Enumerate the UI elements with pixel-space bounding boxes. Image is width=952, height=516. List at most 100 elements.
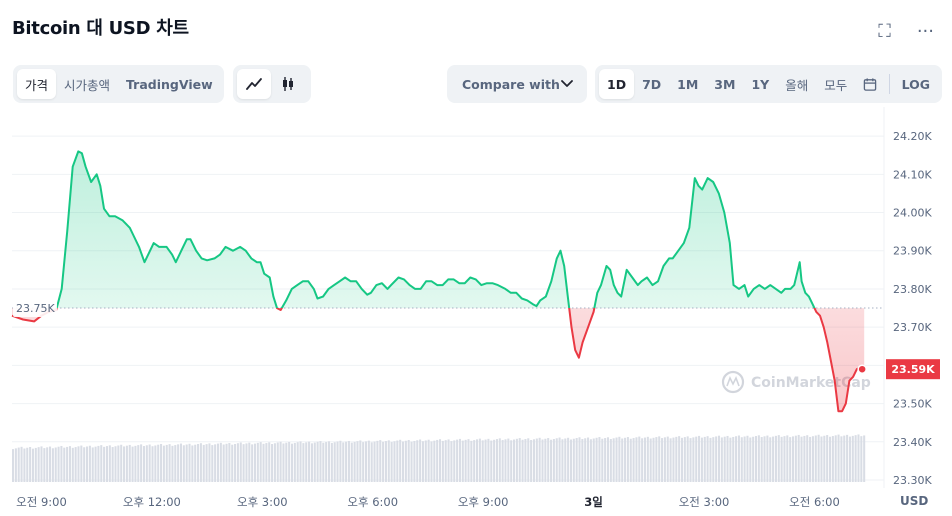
volume-bar — [34, 447, 37, 482]
range-all[interactable]: 모두 — [824, 77, 848, 93]
volume-bar — [592, 438, 595, 482]
range-1m[interactable]: 1M — [677, 76, 699, 92]
volume-bar — [646, 436, 649, 482]
volume-bar — [831, 436, 834, 482]
volume-bar — [846, 434, 849, 482]
volume-bar — [265, 443, 268, 482]
volume-bar — [199, 443, 202, 482]
volume-bar — [83, 447, 86, 482]
volume-bar — [305, 442, 308, 482]
volume-bar — [769, 437, 772, 482]
volume-bar — [46, 447, 49, 482]
volume-bar — [552, 439, 555, 482]
volume-bar — [524, 439, 527, 482]
volume-bar — [692, 437, 695, 482]
range-1d[interactable]: 1D — [599, 69, 635, 99]
volume-bar — [766, 435, 769, 482]
volume-bar — [26, 447, 29, 482]
x-tick-label: 3일 — [584, 495, 603, 509]
volume-bar — [800, 436, 803, 482]
volume-bar — [504, 439, 507, 482]
volume-bar — [638, 436, 641, 482]
range-ytd[interactable]: 올해 — [785, 77, 809, 93]
more-icon[interactable]: ··· — [916, 21, 934, 42]
volume-bar — [698, 435, 701, 482]
compare-with-dropdown[interactable]: Compare with — [447, 65, 587, 103]
volume-bar — [732, 436, 735, 482]
volume-bar — [572, 438, 575, 482]
volume-bar — [629, 438, 632, 482]
volume-bar — [547, 438, 550, 482]
volume-bar — [652, 437, 655, 482]
range-3m[interactable]: 3M — [714, 76, 736, 92]
volume-bar — [863, 435, 866, 482]
volume-bar — [171, 445, 174, 482]
volume-bar — [37, 447, 40, 482]
volume-bar — [271, 444, 274, 482]
volume-bar — [456, 439, 459, 482]
volume-bar — [384, 441, 387, 482]
volume-bar — [14, 448, 17, 482]
volume-bar — [256, 442, 259, 482]
calendar-icon[interactable] — [855, 69, 885, 99]
chart-title: Bitcoin 대 USD 차트 — [12, 18, 189, 39]
volume-bar — [91, 447, 94, 482]
x-tick-label: 오후 6:00 — [347, 495, 398, 509]
volume-bar — [860, 436, 863, 482]
volume-bar — [737, 435, 740, 482]
fullscreen-icon[interactable]: ⛶ — [878, 21, 891, 42]
volume-bar — [717, 435, 721, 482]
volume-bar — [179, 443, 182, 482]
line-chart-icon[interactable] — [237, 69, 271, 99]
volume-bar — [49, 446, 52, 482]
volume-bar — [587, 437, 590, 482]
volume-bar — [678, 436, 681, 482]
y-tick-label: 23.30K — [893, 474, 932, 487]
volume-bar — [205, 444, 208, 482]
volume-bar — [780, 436, 783, 482]
volume-bar — [242, 444, 245, 482]
volume-bar — [211, 445, 214, 482]
volume-bar — [535, 438, 538, 482]
volume-bar — [202, 444, 205, 482]
volume-bar — [484, 439, 487, 482]
range-1y[interactable]: 1Y — [751, 76, 770, 92]
volume-bar — [299, 441, 302, 482]
price-line-above — [55, 150, 816, 309]
volume-bar — [259, 442, 262, 482]
volume-bar — [521, 439, 524, 482]
range-7d[interactable]: 7D — [642, 76, 662, 92]
tab-tradingview[interactable]: TradingView — [126, 76, 213, 92]
volume-bar — [589, 439, 592, 482]
volume-bar — [23, 448, 26, 482]
volume-bar — [251, 444, 254, 482]
volume-bar — [66, 446, 69, 482]
volume-bar — [379, 440, 382, 482]
volume-bar — [834, 435, 837, 482]
volume-bar — [843, 435, 846, 482]
log-scale-toggle[interactable]: LOG — [901, 76, 930, 92]
volume-bar — [276, 442, 279, 482]
volume-bar — [783, 436, 786, 482]
tab-price[interactable]: 가격 — [17, 69, 57, 99]
volume-bar — [117, 445, 120, 482]
volume-bar — [726, 435, 729, 482]
volume-bar — [575, 438, 578, 482]
volume-bar — [182, 445, 185, 482]
chevron-down-icon — [561, 77, 573, 91]
tab-market-cap[interactable]: 시가총액 — [64, 77, 111, 93]
y-axis: 23.30K23.40K23.50K23.60K23.70K23.80K23.9… — [886, 130, 940, 508]
compare-with-label: Compare with — [462, 76, 560, 92]
candlestick-icon[interactable] — [271, 69, 305, 99]
view-tab-group: 가격 시가총액 TradingView — [13, 65, 224, 103]
volume-bar — [131, 446, 134, 482]
volume-bar — [262, 443, 265, 482]
current-price-dot — [857, 364, 867, 374]
volume-bar — [396, 440, 399, 482]
reference-label: 23.75K — [16, 302, 55, 315]
volume-bar — [595, 437, 598, 482]
volume-bar — [285, 442, 288, 482]
volume-bar — [439, 439, 442, 482]
volume-bar — [686, 436, 689, 482]
chart-type-group — [233, 65, 311, 103]
